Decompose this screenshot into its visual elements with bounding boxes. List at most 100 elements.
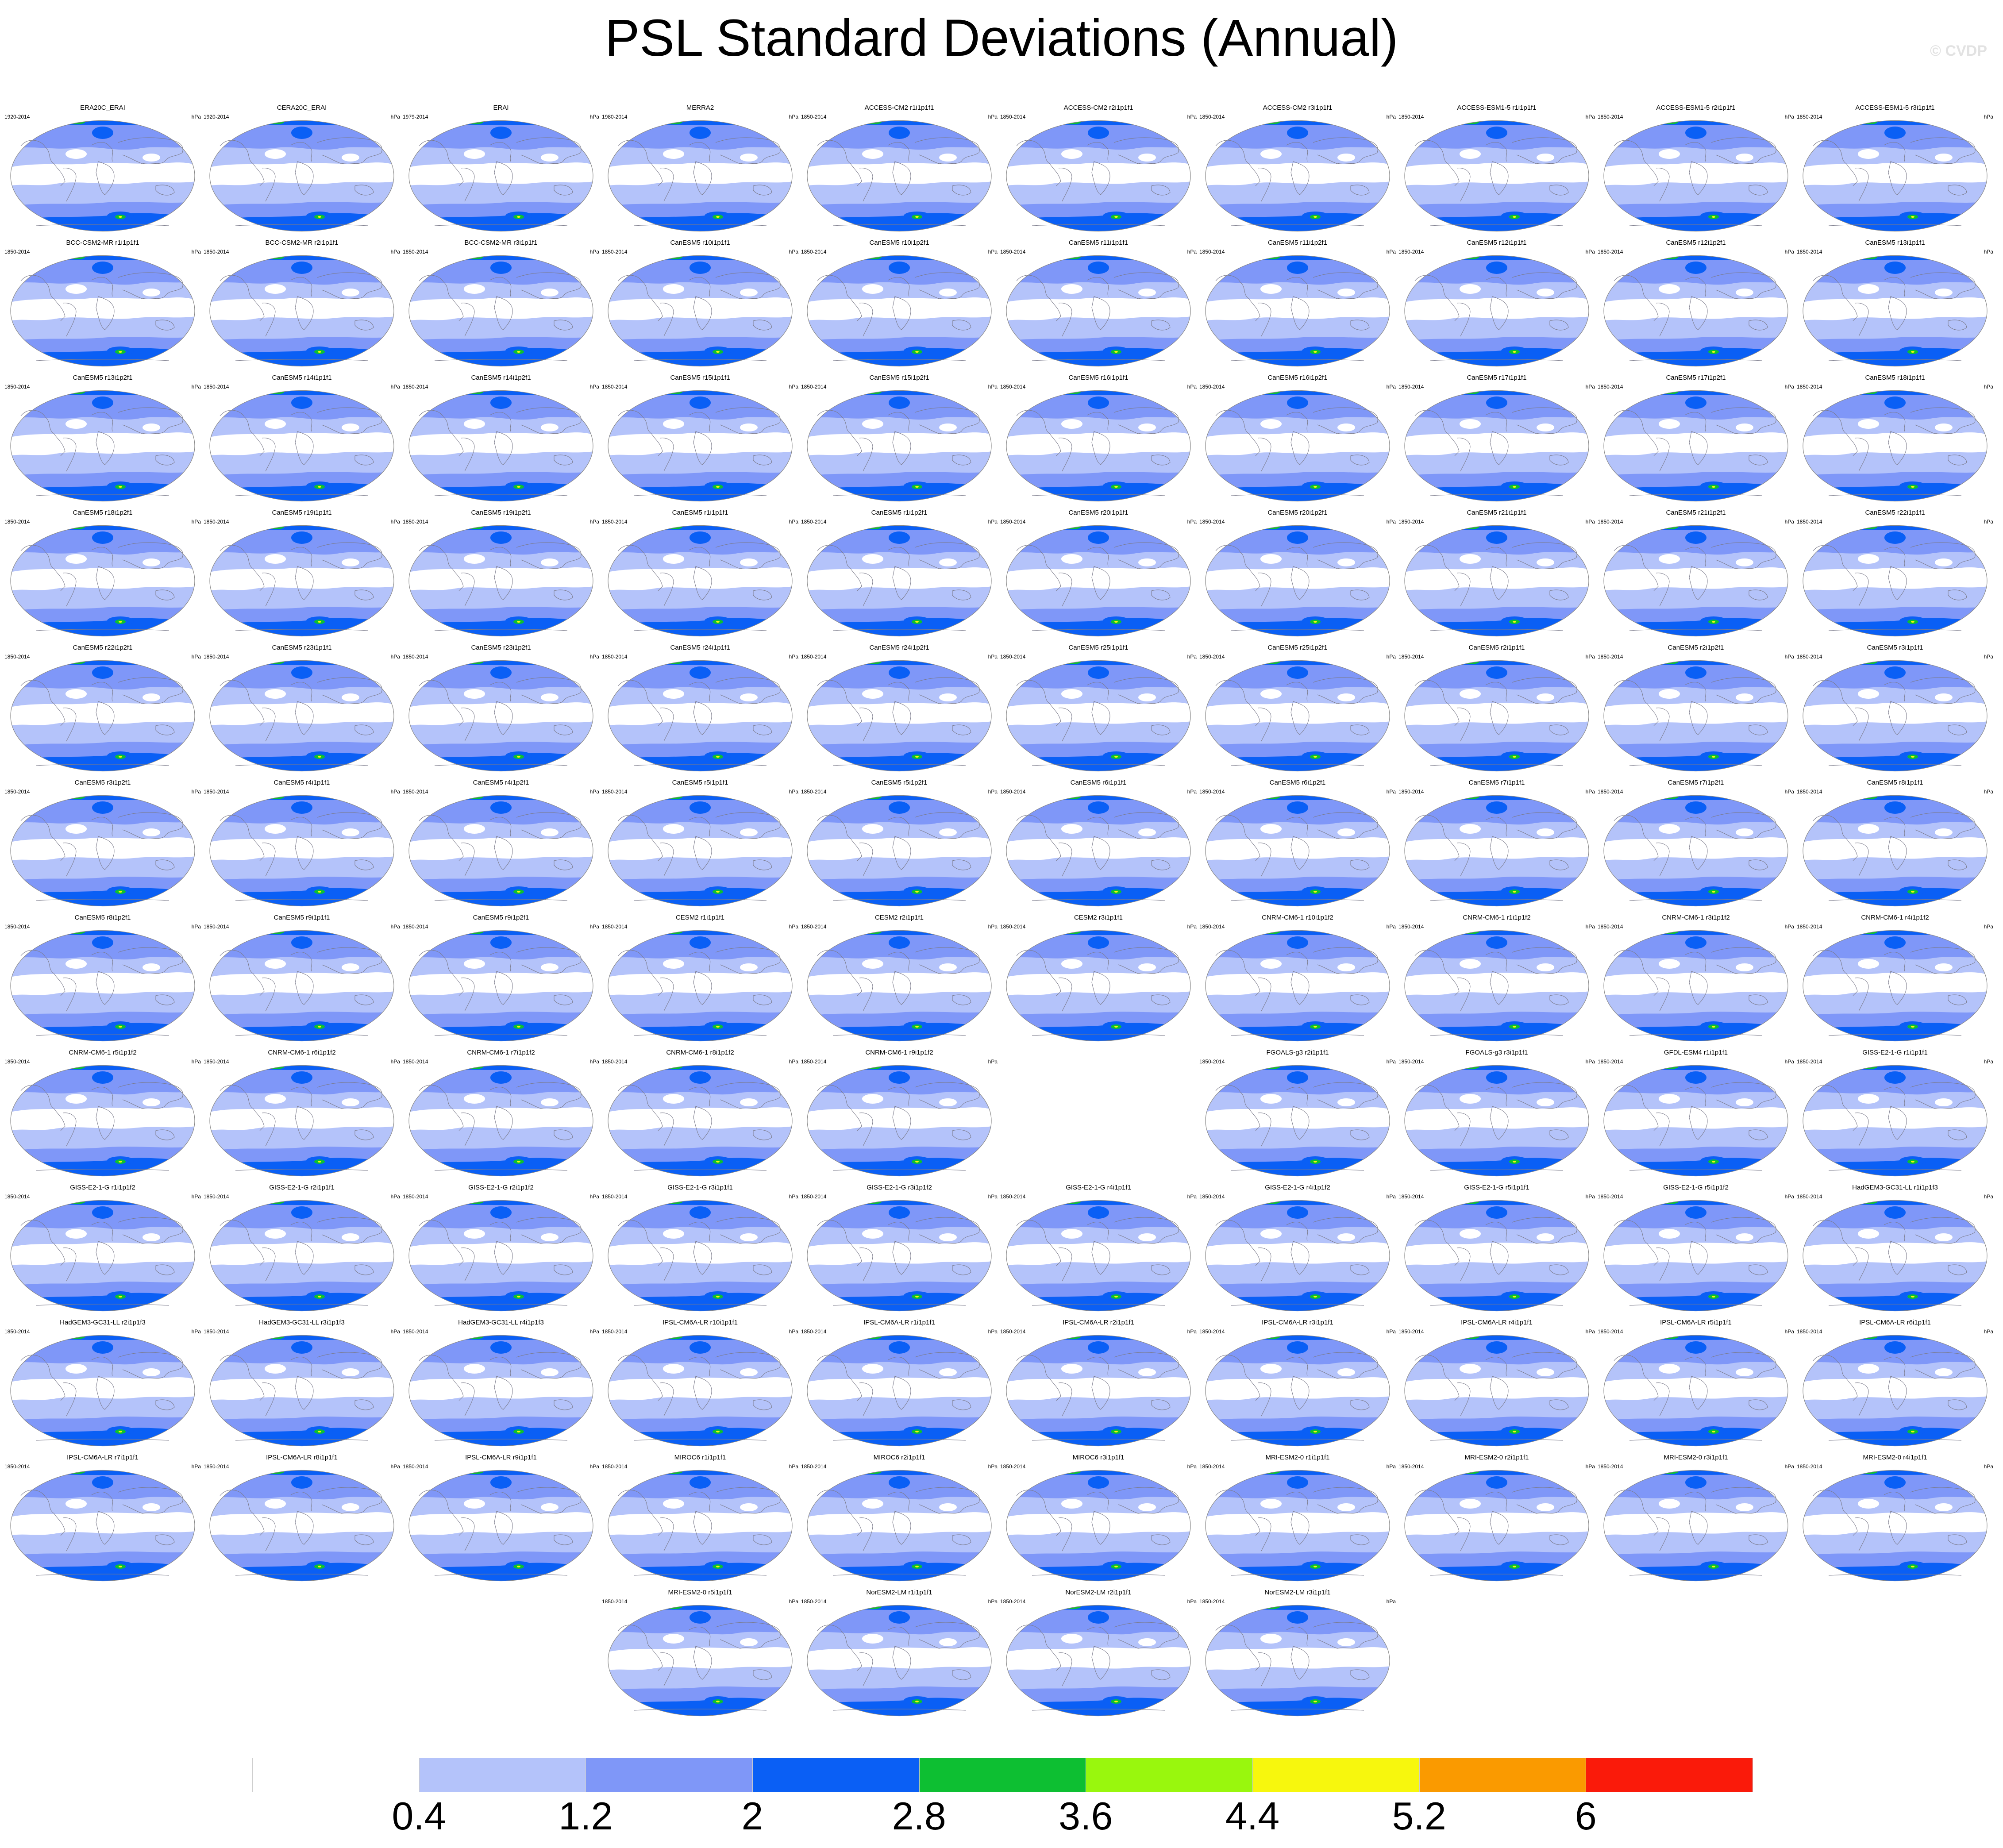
panel-units: hPa (1386, 1059, 1396, 1065)
map-panel: HadGEM3-GC31-LL r3i1p1f3 1850-2014 hPa (203, 1317, 401, 1449)
panel-units: hPa (1585, 114, 1595, 120)
panel-units: hPa (988, 249, 998, 255)
panel-title: IPSL-CM6A-LR r7i1p1f1 (67, 1454, 139, 1461)
panel-units: hPa (988, 1194, 998, 1200)
panel-title: CanESM5 r21i1p2f1 (1666, 509, 1726, 516)
map-robinson (1603, 525, 1788, 637)
panel-title: ERA20C_ERAI (80, 104, 125, 112)
map-robinson (1205, 1200, 1390, 1312)
map-robinson (1006, 1335, 1191, 1447)
panel-title: CanESM5 r2i1p2f1 (1668, 644, 1724, 651)
panel-units: hPa (1386, 519, 1396, 525)
panel-title: CanESM5 r25i1p1f1 (1068, 644, 1129, 651)
map-robinson (608, 1335, 793, 1447)
panel-years: 1850-2014 (4, 1463, 30, 1470)
map-robinson (10, 795, 195, 907)
panel-units: hPa (191, 1194, 201, 1200)
map-panel: CanESM5 r11i1p2f1 1850-2014 hPa (1198, 237, 1397, 370)
panel-years: 1850-2014 (801, 1463, 827, 1470)
panel-title: CanESM5 r19i1p2f1 (471, 509, 531, 516)
panel-years: 1850-2014 (403, 654, 428, 660)
map-panel: CNRM-CM6-1 r4i1p1f2 1850-2014 hPa (1796, 912, 1994, 1044)
panel-title: CNRM-CM6-1 r9i1p1f2 (865, 1049, 933, 1056)
map-panel: CanESM5 r24i1p2f1 1850-2014 hPa (800, 642, 998, 774)
panel-title: CanESM5 r10i1p2f1 (869, 239, 929, 246)
panel-years: 1850-2014 (403, 1059, 428, 1065)
map-panel: GISS-E2-1-G r5i1p1f2 1850-2014 hPa (1597, 1182, 1795, 1314)
panel-years: 1850-2014 (1797, 1328, 1822, 1335)
map-robinson (1006, 255, 1191, 367)
map-robinson (408, 1065, 593, 1177)
map-panel: CESM2 r2i1p1f1 1850-2014 hPa (800, 912, 998, 1044)
panel-units: hPa (390, 114, 400, 120)
map-panel: CanESM5 r17i1p1f1 1850-2014 hPa (1398, 372, 1596, 504)
panel-units: hPa (1187, 384, 1197, 390)
map-panel: MRI-ESM2-0 r3i1p1f1 1850-2014 hPa (1597, 1451, 1795, 1584)
map-robinson (1404, 1200, 1589, 1312)
map-robinson (608, 795, 793, 907)
map-robinson (1205, 525, 1390, 637)
panel-years: 1850-2014 (1398, 924, 1424, 930)
panel-units: hPa (390, 249, 400, 255)
panel-title: GISS-E2-1-G r3i1p1f2 (867, 1184, 932, 1191)
map-panel: CERA20C_ERAI 1920-2014 hPa (203, 102, 401, 235)
panel-units: hPa (1984, 654, 1993, 660)
panel-units: hPa (589, 519, 599, 525)
map-robinson (408, 930, 593, 1042)
panel-title: CanESM5 r6i1p2f1 (1269, 779, 1326, 786)
map-robinson (408, 795, 593, 907)
map-panel: ACCESS-CM2 r2i1p1f1 1850-2014 hPa (999, 102, 1198, 235)
panel-units: hPa (1784, 789, 1794, 795)
map-panel: MRI-ESM2-0 r1i1p1f1 1850-2014 hPa (1198, 1451, 1397, 1584)
panel-years: 1850-2014 (4, 1059, 30, 1065)
panel-units: hPa (988, 114, 998, 120)
panel-years: 1850-2014 (1598, 519, 1623, 525)
panel-years: 1850-2014 (1598, 1328, 1623, 1335)
panel-units: hPa (988, 654, 998, 660)
map-panel: GISS-E2-1-G r1i1p1f2 1850-2014 hPa (4, 1182, 202, 1314)
panel-years: 1850-2014 (801, 114, 827, 120)
panel-title: MIROC6 r1i1p1f1 (674, 1454, 726, 1461)
panel-title: CanESM5 r15i1p1f1 (670, 374, 730, 381)
panel-title: CNRM-CM6-1 r5i1p1f2 (69, 1049, 137, 1056)
panel-title: CanESM5 r24i1p1f1 (670, 644, 730, 651)
map-panel: ACCESS-ESM1-5 r2i1p1f1 1850-2014 hPa (1597, 102, 1795, 235)
map-robinson (807, 1335, 992, 1447)
panel-units: hPa (589, 114, 599, 120)
map-panel: GISS-E2-1-G r2i1p1f2 1850-2014 hPa (402, 1182, 600, 1314)
panel-title: MRI-ESM2-0 r3i1p1f1 (1664, 1454, 1728, 1461)
map-robinson (10, 660, 195, 772)
map-panel: CNRM-CM6-1 r10i1p1f2 1850-2014 hPa (1198, 912, 1397, 1044)
map-panel: CanESM5 r25i1p2f1 1850-2014 hPa (1198, 642, 1397, 774)
map-robinson (608, 390, 793, 502)
panel-years: 1850-2014 (204, 384, 229, 390)
map-panel: CanESM5 r18i1p2f1 1850-2014 hPa (4, 507, 202, 639)
panel-years: 1850-2014 (1398, 654, 1424, 660)
panel-units: hPa (1784, 114, 1794, 120)
map-panel: IPSL-CM6A-LR r5i1p1f1 1850-2014 hPa (1597, 1317, 1795, 1449)
map-panel: CanESM5 r18i1p1f1 1850-2014 hPa (1796, 372, 1994, 504)
map-panel: CanESM5 r21i1p1f1 1850-2014 hPa (1398, 507, 1596, 639)
panel-units: hPa (589, 1194, 599, 1200)
map-panel: ERAI 1979-2014 hPa (402, 102, 600, 235)
panel-title: IPSL-CM6A-LR r2i1p1f1 (1063, 1319, 1134, 1326)
map-robinson (608, 660, 793, 772)
map-panel: MRI-ESM2-0 r2i1p1f1 1850-2014 hPa (1398, 1451, 1596, 1584)
map-panel: CanESM5 r19i1p1f1 1850-2014 hPa (203, 507, 401, 639)
panel-title: CanESM5 r4i1p1f1 (273, 779, 330, 786)
panel-title: ACCESS-CM2 r1i1p1f1 (864, 104, 934, 112)
map-robinson (1006, 930, 1191, 1042)
panel-title: HadGEM3-GC31-LL r3i1p1f3 (259, 1319, 345, 1326)
panel-years: 1850-2014 (204, 1463, 229, 1470)
panel-title: CanESM5 r22i1p1f1 (1865, 509, 1925, 516)
panel-title: IPSL-CM6A-LR r5i1p1f1 (1660, 1319, 1732, 1326)
panel-title: CanESM5 r21i1p1f1 (1467, 509, 1527, 516)
map-robinson (1603, 660, 1788, 772)
map-panel: HadGEM3-GC31-LL r4i1p1f3 1850-2014 hPa (402, 1317, 600, 1449)
panel-units: hPa (789, 789, 798, 795)
panel-years: 1850-2014 (4, 1328, 30, 1335)
panel-title: IPSL-CM6A-LR r3i1p1f1 (1262, 1319, 1333, 1326)
panel-years: 1850-2014 (1199, 384, 1225, 390)
panel-units: hPa (390, 1328, 400, 1335)
map-robinson (209, 390, 394, 502)
